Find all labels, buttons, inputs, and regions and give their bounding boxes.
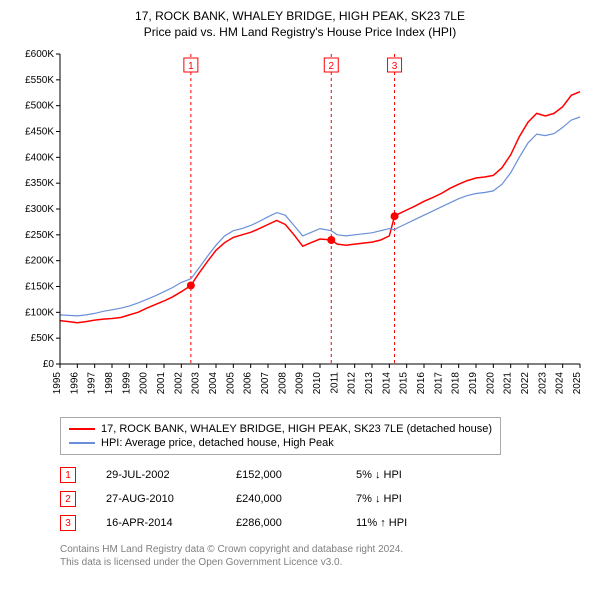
- svg-text:2024: 2024: [555, 372, 566, 395]
- svg-text:2016: 2016: [416, 372, 427, 395]
- sale-marker-icon: 3: [60, 515, 76, 531]
- svg-text:1998: 1998: [104, 372, 115, 395]
- sale-diff: 11% ↑ HPI: [356, 517, 486, 529]
- svg-text:2012: 2012: [347, 372, 358, 395]
- svg-text:2009: 2009: [295, 372, 306, 395]
- legend-item: HPI: Average price, detached house, High…: [69, 436, 492, 450]
- legend-box: 17, ROCK BANK, WHALEY BRIDGE, HIGH PEAK,…: [60, 417, 501, 455]
- svg-text:1996: 1996: [69, 372, 80, 395]
- svg-text:1: 1: [188, 61, 194, 72]
- sales-table: 1 29-JUL-2002£152,0005% ↓ HPI 2 27-AUG-2010…: [60, 463, 592, 535]
- svg-text:2010: 2010: [312, 372, 323, 395]
- sale-row: 2 27-AUG-2010£240,0007% ↓ HPI: [60, 487, 592, 511]
- line-chart-svg: £0 £50K £100K £150K £200K £250K £300K £350K £400…: [8, 46, 592, 406]
- footer-note: Contains HM Land Registry data © Crown c…: [60, 543, 592, 569]
- sale-diff: 5% ↓ HPI: [356, 469, 486, 481]
- svg-text:2017: 2017: [433, 372, 444, 395]
- svg-text:2019: 2019: [468, 372, 479, 395]
- svg-text:2014: 2014: [381, 372, 392, 395]
- svg-text:2: 2: [328, 61, 334, 72]
- footer-line-1: Contains HM Land Registry data © Crown c…: [60, 543, 592, 556]
- sale-date: 16-APR-2014: [106, 517, 236, 529]
- legend-label: 17, ROCK BANK, WHALEY BRIDGE, HIGH PEAK,…: [101, 423, 492, 435]
- chart-title-block: 17, ROCK BANK, WHALEY BRIDGE, HIGH PEAK,…: [8, 8, 592, 40]
- svg-text:£300K: £300K: [25, 204, 54, 215]
- svg-text:2011: 2011: [329, 372, 340, 394]
- legend-swatch: [69, 442, 95, 444]
- sale-row: 3 16-APR-2014£286,00011% ↑ HPI: [60, 511, 592, 535]
- svg-text:£250K: £250K: [25, 230, 54, 241]
- svg-text:2018: 2018: [451, 372, 462, 395]
- title-line-1: 17, ROCK BANK, WHALEY BRIDGE, HIGH PEAK,…: [8, 8, 592, 24]
- legend-label: HPI: Average price, detached house, High…: [101, 437, 334, 449]
- sale-price: £240,000: [236, 493, 356, 505]
- svg-text:2005: 2005: [225, 372, 236, 395]
- sale-row: 1 29-JUL-2002£152,0005% ↓ HPI: [60, 463, 592, 487]
- legend-swatch: [69, 428, 95, 430]
- svg-text:2023: 2023: [537, 372, 548, 395]
- svg-text:£600K: £600K: [25, 49, 54, 60]
- svg-text:2022: 2022: [520, 372, 531, 395]
- svg-text:£500K: £500K: [25, 101, 54, 112]
- chart-area: £0 £50K £100K £150K £200K £250K £300K £350K £400…: [8, 46, 592, 411]
- svg-text:2021: 2021: [503, 372, 514, 395]
- sale-date: 29-JUL-2002: [106, 469, 236, 481]
- svg-text:2001: 2001: [156, 372, 167, 395]
- svg-text:2002: 2002: [173, 372, 184, 395]
- svg-text:£400K: £400K: [25, 153, 54, 164]
- sale-date: 27-AUG-2010: [106, 493, 236, 505]
- svg-text:1999: 1999: [121, 372, 132, 395]
- svg-text:2007: 2007: [260, 372, 271, 395]
- svg-text:2003: 2003: [191, 372, 202, 395]
- svg-text:£200K: £200K: [25, 256, 54, 267]
- svg-text:3: 3: [392, 61, 398, 72]
- sale-marker-icon: 2: [60, 491, 76, 507]
- svg-text:2025: 2025: [572, 372, 583, 395]
- sale-price: £286,000: [236, 517, 356, 529]
- svg-text:2006: 2006: [243, 372, 254, 395]
- svg-text:1995: 1995: [52, 372, 63, 395]
- svg-text:£550K: £550K: [25, 75, 54, 86]
- svg-text:1997: 1997: [87, 372, 98, 395]
- svg-text:2000: 2000: [139, 372, 150, 395]
- svg-text:2004: 2004: [208, 372, 219, 395]
- svg-text:£100K: £100K: [25, 308, 54, 319]
- title-line-2: Price paid vs. HM Land Registry's House …: [8, 24, 592, 40]
- sale-diff: 7% ↓ HPI: [356, 493, 486, 505]
- sale-price: £152,000: [236, 469, 356, 481]
- svg-text:£350K: £350K: [25, 179, 54, 190]
- svg-text:2008: 2008: [277, 372, 288, 395]
- legend-item: 17, ROCK BANK, WHALEY BRIDGE, HIGH PEAK,…: [69, 422, 492, 436]
- svg-text:2013: 2013: [364, 372, 375, 395]
- footer-line-2: This data is licensed under the Open Gov…: [60, 556, 592, 569]
- svg-text:£450K: £450K: [25, 127, 54, 138]
- sale-marker-icon: 1: [60, 467, 76, 483]
- svg-text:2015: 2015: [399, 372, 410, 395]
- svg-text:£150K: £150K: [25, 282, 54, 293]
- svg-text:£50K: £50K: [31, 334, 55, 345]
- svg-text:2020: 2020: [485, 372, 496, 395]
- svg-text:£0: £0: [43, 359, 55, 370]
